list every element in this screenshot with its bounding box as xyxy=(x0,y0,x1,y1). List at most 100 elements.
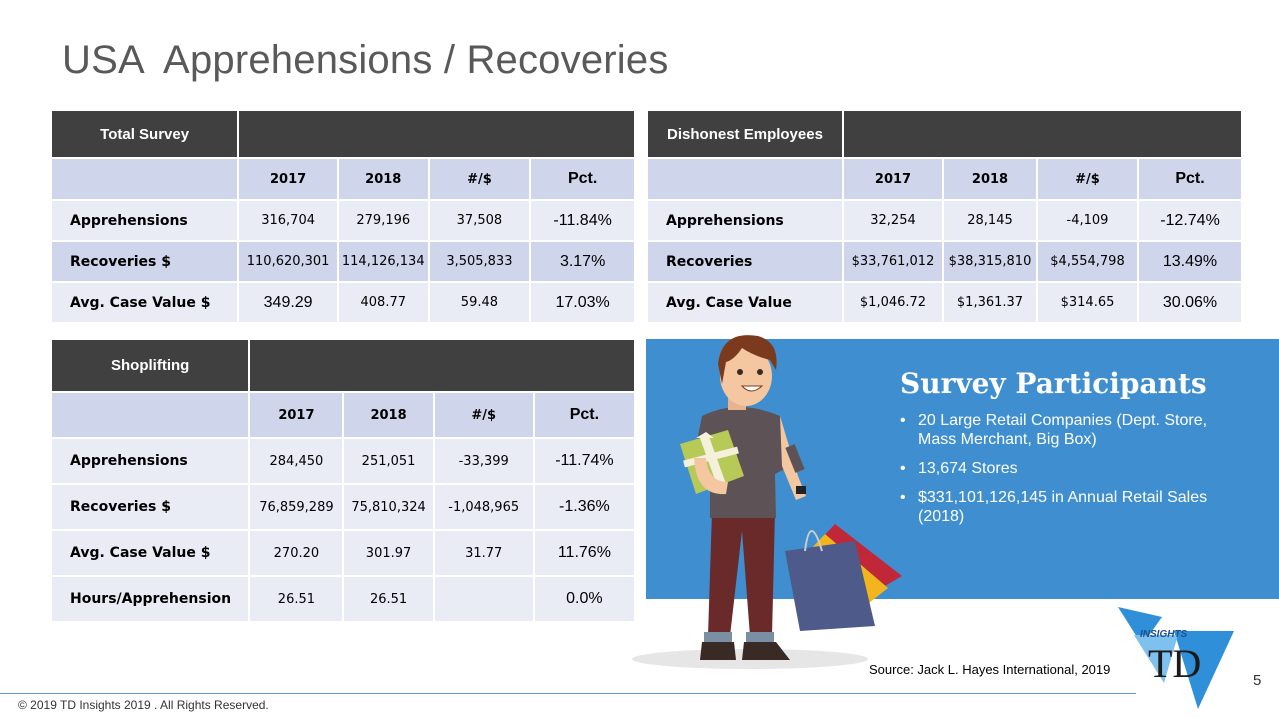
col-header: #/$ xyxy=(1038,159,1137,199)
copyright-text: © 2019 TD Insights 2019 . All Rights Res… xyxy=(18,698,269,712)
list-item-text: 13,674 Stores xyxy=(918,460,1018,477)
table-header: Dishonest Employees xyxy=(648,111,842,157)
td-insights-logo: INSIGHTS TD xyxy=(1118,607,1234,709)
cell: 349.29 xyxy=(239,283,337,322)
row-label: Avg. Case Value xyxy=(648,283,842,322)
cell: 17.03% xyxy=(531,283,634,322)
row-label: Avg. Case Value $ xyxy=(52,531,249,575)
col-header: #/$ xyxy=(429,159,530,199)
page-number: 5 xyxy=(1253,672,1262,689)
cell: $38,315,810 xyxy=(944,242,1036,281)
cell: 76,859,289 xyxy=(250,485,343,529)
total-survey-table: Total Survey 2017 2018 #/$ Pct. Apprehen… xyxy=(50,109,636,324)
cell: $1,361.37 xyxy=(944,283,1036,322)
cell: 251,051 xyxy=(344,439,433,483)
cell: 32,254 xyxy=(844,201,942,240)
header-blank xyxy=(250,340,634,391)
cell: $314.65 xyxy=(1038,283,1137,322)
cell: 3,505,833 xyxy=(429,242,530,281)
col-header: 2017 xyxy=(250,393,343,437)
survey-participants-title: Survey Participants xyxy=(900,367,1207,400)
page-title: USA Apprehensions / Recoveries xyxy=(62,38,669,82)
header-blank xyxy=(844,111,1241,157)
cell: 279,196 xyxy=(338,201,428,240)
row-label: Apprehensions xyxy=(52,439,249,483)
table-row: Apprehensions 316,704 279,196 37,508 -11… xyxy=(52,201,634,240)
cell: 13.49% xyxy=(1139,242,1241,281)
row-label: Hours/Apprehension xyxy=(52,577,249,621)
list-item: • 20 Large Retail Companies (Dept. Store,… xyxy=(900,411,1240,449)
col-header: 2018 xyxy=(944,159,1036,199)
cell: 31.77 xyxy=(434,531,533,575)
table-row: Recoveries $33,761,012 $38,315,810 $4,55… xyxy=(648,242,1241,281)
cell: -4,109 xyxy=(1038,201,1137,240)
corner-cell xyxy=(52,393,249,437)
cell: 37,508 xyxy=(429,201,530,240)
col-header: 2017 xyxy=(239,159,337,199)
list-item: • 13,674 Stores xyxy=(900,459,1240,478)
shoplifting-table: Shoplifting 2017 2018 #/$ Pct. Apprehens… xyxy=(50,338,636,623)
table-row: Recoveries $ 110,620,301 114,126,134 3,5… xyxy=(52,242,634,281)
cell: $33,761,012 xyxy=(844,242,942,281)
cell: -1,048,965 xyxy=(434,485,533,529)
row-label: Recoveries $ xyxy=(52,485,249,529)
table-row: Avg. Case Value $1,046.72 $1,361.37 $314… xyxy=(648,283,1241,322)
cell: 28,145 xyxy=(944,201,1036,240)
cell: -12.74% xyxy=(1139,201,1241,240)
cell: 284,450 xyxy=(250,439,343,483)
cell xyxy=(434,577,533,621)
row-label: Apprehensions xyxy=(648,201,842,240)
bullet-icon: • xyxy=(900,460,906,477)
table-row: Apprehensions 32,254 28,145 -4,109 -12.7… xyxy=(648,201,1241,240)
table-header: Shoplifting xyxy=(52,340,249,391)
table-header: Total Survey xyxy=(52,111,238,157)
logo-letters: TD xyxy=(1148,641,1201,686)
col-header: 2017 xyxy=(844,159,942,199)
col-header: 2018 xyxy=(338,159,428,199)
row-label: Recoveries $ xyxy=(52,242,238,281)
list-item-text: $331,101,126,145 in Annual Retail Sales … xyxy=(918,489,1208,525)
row-label: Apprehensions xyxy=(52,201,238,240)
list-item-text: 20 Large Retail Companies (Dept. Store, … xyxy=(918,412,1208,448)
col-header: Pct. xyxy=(1139,159,1241,199)
cell: 11.76% xyxy=(534,531,634,575)
table-row: Avg. Case Value $ 349.29 408.77 59.48 17… xyxy=(52,283,634,322)
header-blank xyxy=(239,111,634,157)
footer-divider xyxy=(0,693,1136,694)
cell: 110,620,301 xyxy=(239,242,337,281)
cell: 408.77 xyxy=(338,283,428,322)
cell: 30.06% xyxy=(1139,283,1241,322)
cell: 75,810,324 xyxy=(344,485,433,529)
col-header: 2018 xyxy=(344,393,433,437)
col-header: Pct. xyxy=(531,159,634,199)
logo-small-text: INSIGHTS xyxy=(1140,629,1188,640)
source-note: Source: Jack L. Hayes International, 201… xyxy=(869,662,1111,677)
cell: 0.0% xyxy=(534,577,634,621)
cell: 26.51 xyxy=(344,577,433,621)
table-row: Avg. Case Value $ 270.20 301.97 31.77 11… xyxy=(52,531,634,575)
cell: 59.48 xyxy=(429,283,530,322)
corner-cell xyxy=(648,159,842,199)
cell: -11.84% xyxy=(531,201,634,240)
cell: 270.20 xyxy=(250,531,343,575)
table-row: Hours/Apprehension 26.51 26.51 0.0% xyxy=(52,577,634,621)
cell: -11.74% xyxy=(534,439,634,483)
cell: 114,126,134 xyxy=(338,242,428,281)
row-label: Avg. Case Value $ xyxy=(52,283,238,322)
col-header: #/$ xyxy=(434,393,533,437)
bullet-icon: • xyxy=(900,489,906,506)
cell: 3.17% xyxy=(531,242,634,281)
cell: 316,704 xyxy=(239,201,337,240)
cell: 26.51 xyxy=(250,577,343,621)
cell: $4,554,798 xyxy=(1038,242,1137,281)
shopper-illustration xyxy=(632,335,902,669)
survey-participants-list: • 20 Large Retail Companies (Dept. Store,… xyxy=(900,411,1240,536)
cell: -1.36% xyxy=(534,485,634,529)
cell: 301.97 xyxy=(344,531,433,575)
cell: $1,046.72 xyxy=(844,283,942,322)
cell: -33,399 xyxy=(434,439,533,483)
bullet-icon: • xyxy=(900,412,906,429)
corner-cell xyxy=(52,159,238,199)
list-item: • $331,101,126,145 in Annual Retail Sales… xyxy=(900,488,1240,526)
table-row: Apprehensions 284,450 251,051 -33,399 -1… xyxy=(52,439,634,483)
